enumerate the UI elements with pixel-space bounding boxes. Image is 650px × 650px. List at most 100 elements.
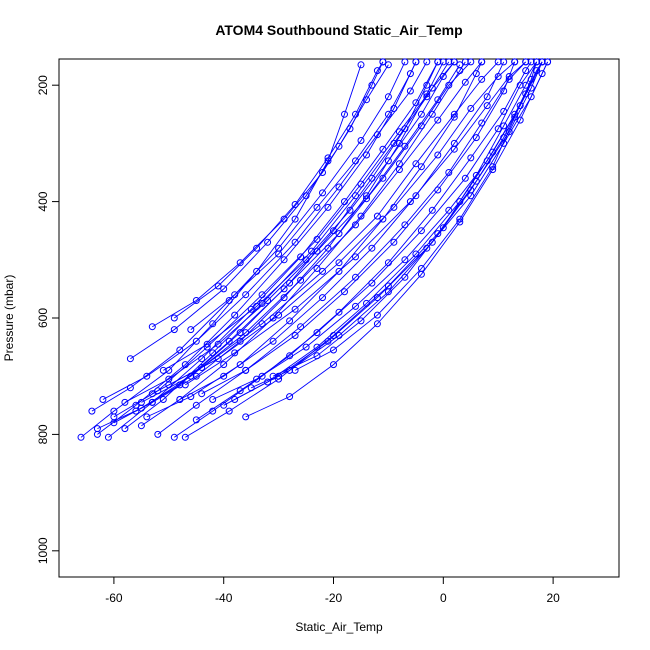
data-point <box>373 294 381 302</box>
data-point <box>335 267 343 275</box>
data-point <box>291 215 299 223</box>
data-point <box>154 430 162 438</box>
data-point <box>384 157 392 165</box>
data-point <box>434 230 442 238</box>
data-point <box>286 279 294 287</box>
data-point <box>450 139 458 147</box>
y-tick-label: 200 <box>36 75 50 95</box>
data-point <box>192 401 200 409</box>
data-point <box>253 375 261 383</box>
data-point <box>302 343 310 351</box>
data-point <box>258 291 266 299</box>
data-point <box>384 110 392 118</box>
data-point <box>527 75 535 83</box>
data-point <box>170 326 178 334</box>
y-tick-label: 800 <box>36 424 50 444</box>
data-point <box>357 317 365 325</box>
data-point <box>494 125 502 133</box>
series-23 <box>198 58 519 398</box>
data-point <box>121 425 129 433</box>
y-axis-label: Pressure (mbar) <box>2 275 16 362</box>
data-point <box>231 311 239 319</box>
series-line <box>157 61 527 435</box>
data-point <box>352 157 359 165</box>
data-point <box>527 58 535 66</box>
data-point <box>379 215 387 223</box>
data-point <box>500 122 508 130</box>
series-line <box>152 61 499 395</box>
data-point <box>324 203 332 211</box>
data-point <box>461 174 469 182</box>
data-point <box>214 282 222 290</box>
data-point <box>412 192 420 200</box>
series-line <box>80 64 362 438</box>
y-tick-label: 400 <box>36 191 50 211</box>
data-point <box>467 105 475 112</box>
data-point <box>511 58 519 66</box>
data-point <box>489 166 497 174</box>
data-point <box>511 113 519 121</box>
data-point <box>313 235 321 243</box>
data-point <box>220 361 228 369</box>
data-point <box>187 326 195 334</box>
data-point <box>357 212 365 220</box>
series-line <box>113 61 455 418</box>
data-point <box>417 163 425 171</box>
data-point <box>439 58 447 66</box>
series-line <box>97 61 439 430</box>
data-point <box>225 297 233 304</box>
x-axis: -60 -40 -20 0 20 <box>105 577 560 605</box>
data-point <box>335 142 343 150</box>
data-point <box>110 419 118 427</box>
series-6 <box>99 58 431 403</box>
data-point <box>384 93 392 101</box>
data-point <box>423 90 431 98</box>
series-19 <box>192 58 535 424</box>
data-point <box>500 87 508 95</box>
data-point <box>434 116 442 124</box>
series-line <box>185 61 526 386</box>
data-point <box>434 151 442 159</box>
data-point <box>401 58 409 66</box>
series-line <box>141 61 466 427</box>
data-point <box>335 183 343 191</box>
data-point <box>352 192 359 200</box>
series-line <box>223 61 543 406</box>
data-point <box>478 75 486 83</box>
data-point <box>500 107 508 115</box>
data-point <box>395 139 403 147</box>
data-point <box>280 285 288 293</box>
data-point <box>247 305 255 313</box>
data-point <box>423 81 431 89</box>
data-point <box>192 416 200 424</box>
data-point <box>297 253 305 261</box>
data-point <box>417 227 425 235</box>
data-point <box>253 302 261 310</box>
series-line <box>113 61 444 424</box>
x-tick-label: -40 <box>215 591 233 605</box>
data-point <box>319 189 326 197</box>
data-point <box>406 198 414 206</box>
data-point <box>461 58 469 66</box>
data-point <box>357 61 365 69</box>
data-point <box>275 250 283 258</box>
series-line <box>124 61 450 429</box>
data-point <box>198 390 206 398</box>
series-11 <box>165 58 519 389</box>
data-point <box>450 113 458 121</box>
data-point <box>93 425 101 433</box>
data-point <box>269 314 277 322</box>
data-point <box>379 174 387 182</box>
x-tick-label: 0 <box>440 591 447 605</box>
series-29 <box>187 58 420 334</box>
series-line <box>201 61 516 395</box>
data-point <box>264 297 272 304</box>
data-point <box>313 329 321 337</box>
data-point <box>401 256 409 264</box>
data-point <box>198 364 206 371</box>
data-point <box>352 302 359 310</box>
data-point <box>220 285 228 293</box>
data-point <box>170 314 178 322</box>
plot-frame <box>58 58 620 578</box>
data-point <box>412 250 420 258</box>
